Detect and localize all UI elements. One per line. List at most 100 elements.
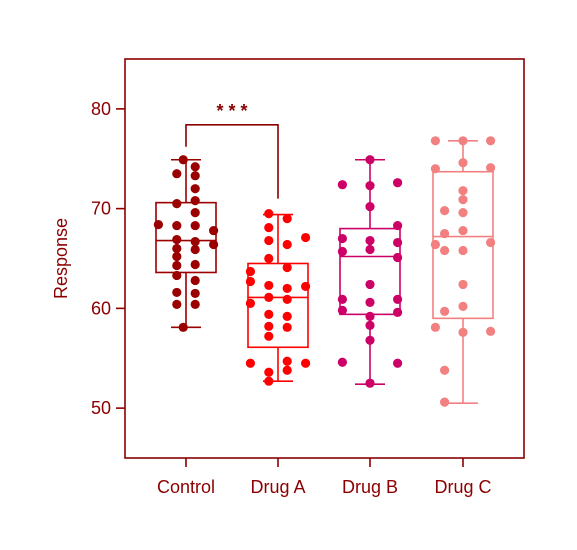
data-point [172,270,182,281]
data-point [264,309,274,319]
data-point [190,275,200,286]
data-point [301,358,311,368]
plot-frame [124,58,525,459]
data-point [282,322,292,332]
y-tick-label: 50 [91,398,111,418]
data-point [440,228,450,239]
data-point [264,376,274,386]
data-point [172,287,182,298]
data-point [486,163,496,173]
box-group-drug-b [337,155,403,388]
data-point [178,322,188,332]
data-point [458,225,468,236]
data-point [264,253,274,264]
data-point [190,288,200,299]
data-point [365,181,375,191]
x-tick-label: Control [157,477,215,497]
data-point [458,208,468,218]
data-point [264,321,274,331]
data-point [337,233,347,244]
data-point [365,279,375,290]
data-point [190,184,200,194]
data-point [301,281,311,292]
data-point [172,169,182,179]
box-group-drug-c [430,136,496,407]
data-point [365,320,375,330]
data-point [393,358,403,368]
data-point [337,357,347,367]
data-point [365,155,375,165]
x-tick-label: Drug B [342,477,398,497]
data-point [393,294,403,304]
data-point [486,326,496,336]
data-point [393,307,403,317]
iqr-box [155,201,217,274]
y-tick-label: 60 [91,298,111,318]
data-point [440,206,450,216]
x-tick-label: Drug C [434,477,491,497]
data-point [172,234,182,245]
data-point [190,220,200,231]
data-point [458,245,468,256]
significance-label: * * * [216,101,247,121]
data-point [172,251,182,262]
data-point [153,219,163,230]
data-point [282,283,292,294]
data-point [178,155,188,165]
data-point [190,208,200,218]
data-point [264,367,274,377]
y-tick-label: 80 [91,99,111,119]
data-point [365,297,375,307]
data-point [190,196,200,206]
data-point [458,158,468,168]
data-point [337,294,347,304]
data-point [264,280,274,291]
data-point [190,299,200,309]
iqr-box [247,262,309,349]
data-point [458,327,468,337]
data-point [393,252,403,263]
data-point [458,136,468,146]
data-point [264,209,274,219]
box-groups [153,136,496,407]
annotations: * * * [185,101,279,199]
x-axis: Control Drug A Drug B Drug C [157,458,492,497]
data-point [264,331,274,341]
data-point [172,299,182,309]
data-point [245,358,255,368]
x-tick-label: Drug A [250,477,305,497]
y-axis-label: Response [51,218,71,299]
data-point [172,199,182,209]
data-point [430,322,440,332]
data-point [458,301,468,311]
data-point [172,220,182,231]
data-point [430,164,440,174]
data-point [365,335,375,345]
data-point [458,195,468,205]
box-group-control [153,155,219,332]
data-point [458,279,468,290]
box-group-drug-a [245,209,311,386]
data-point [337,305,347,315]
data-point [282,356,292,366]
data-point [486,136,496,146]
data-point [245,276,255,287]
data-point [365,235,375,246]
data-point [440,306,450,316]
data-point [440,245,450,256]
data-point [172,243,182,254]
data-point [190,244,200,255]
data-point [440,397,450,407]
data-point [190,162,200,172]
data-point [430,239,440,250]
y-axis: 50 60 70 80 [91,99,125,418]
data-point [365,244,375,255]
data-point [393,237,403,248]
data-point [282,214,292,224]
data-point [245,298,255,308]
data-point [337,246,347,257]
data-point [264,235,274,246]
data-point [393,220,403,231]
data-point [458,186,468,196]
